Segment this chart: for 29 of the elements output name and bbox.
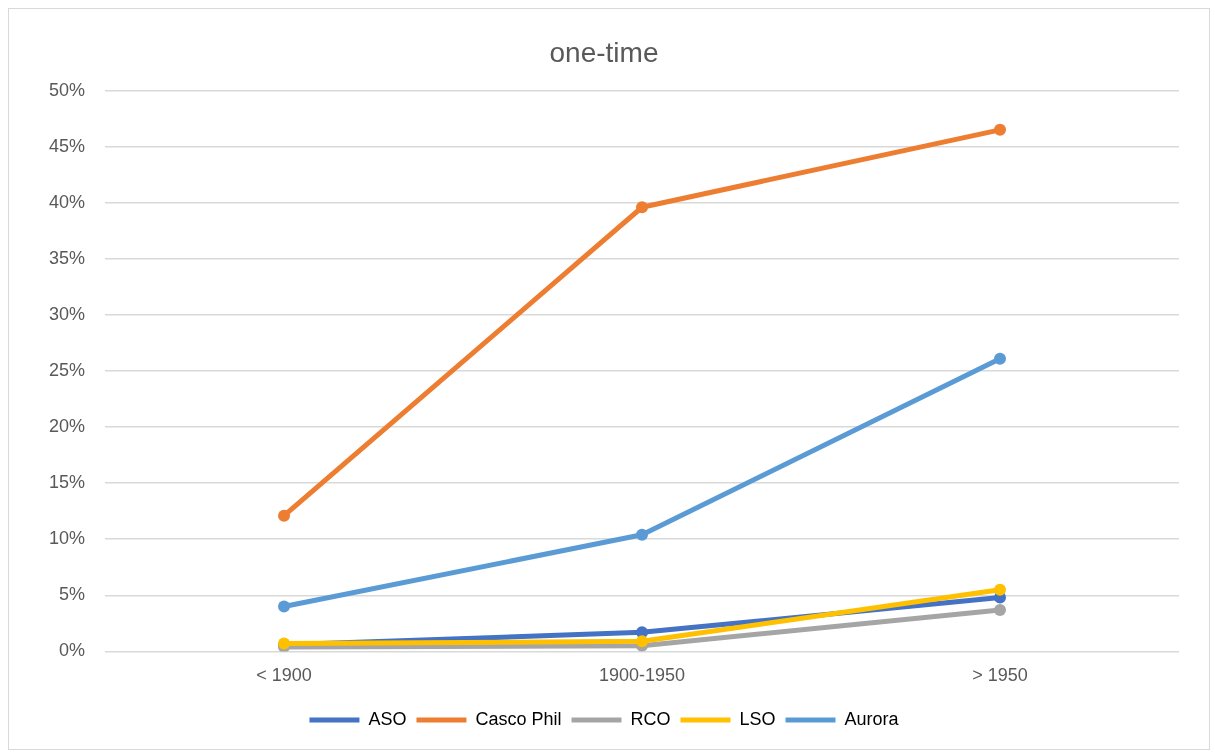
point <box>994 583 1006 596</box>
y-tick-label: 0% <box>59 640 86 661</box>
y-tick-label: 20% <box>49 416 86 437</box>
point <box>636 635 649 648</box>
point <box>636 528 649 541</box>
x-tick-label: 1900-1950 <box>598 665 686 686</box>
y-tick-label: 5% <box>59 584 86 605</box>
legend-label: Aurora <box>844 708 900 729</box>
x-tick-label: < 1900 <box>256 665 312 686</box>
legend-label: LSO <box>739 708 776 729</box>
y-tick-label: 45% <box>49 135 86 156</box>
y-tick-label: 10% <box>49 528 86 549</box>
point <box>994 123 1006 136</box>
legend-label: ASO <box>368 708 407 729</box>
point <box>278 509 291 522</box>
legend-label: Casco Phil <box>475 708 562 729</box>
y-tick-label: 30% <box>49 303 86 324</box>
point <box>994 603 1006 616</box>
point <box>994 352 1006 365</box>
y-tick-label: 25% <box>49 359 86 380</box>
y-tick-label: 35% <box>49 247 86 268</box>
point <box>278 600 291 613</box>
y-tick-label: 50% <box>49 79 86 100</box>
point <box>636 201 649 214</box>
legend-label: RCO <box>630 708 671 729</box>
x-tick-label: > 1950 <box>972 665 1028 686</box>
chart-title: one-time <box>549 36 659 68</box>
y-tick-label: 40% <box>49 191 86 212</box>
y-tick-label: 15% <box>49 472 86 493</box>
